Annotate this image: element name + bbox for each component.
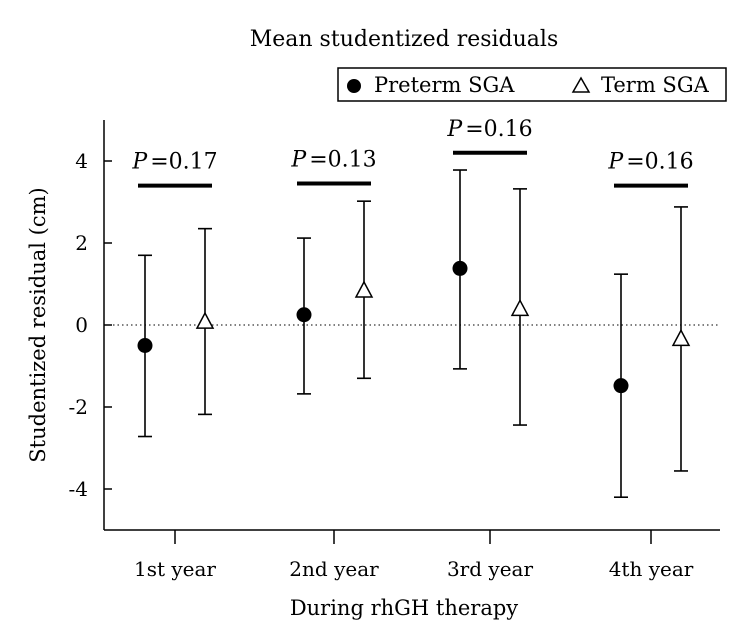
y-tick-label: 4 xyxy=(75,149,88,173)
x-axis-label: During rhGH therapy xyxy=(290,596,518,620)
preterm-sga-point xyxy=(452,260,468,276)
x-tick-label: 2nd year xyxy=(289,557,379,581)
x-tick-label: 3rd year xyxy=(447,557,534,581)
p-value-label: P =0.17 xyxy=(131,150,217,175)
legend-label-term: Term SGA xyxy=(601,73,710,97)
data-marks xyxy=(137,169,691,499)
legend-label-preterm: Preterm SGA xyxy=(374,73,515,97)
y-tick-label: 2 xyxy=(75,231,88,255)
y-ticks: 4 2 0 -2 -4 xyxy=(69,149,112,501)
term-sga-point xyxy=(510,298,530,317)
term-sga-point xyxy=(354,280,374,298)
chart-title: Mean studentized residuals xyxy=(250,27,559,52)
legend-marker-term xyxy=(571,76,591,93)
p-value-annotations: P =0.17 P =0.13 P =0.16 P =0.16 xyxy=(131,117,694,188)
legend-marker-preterm xyxy=(347,79,361,93)
legend: Preterm SGA Term SGA xyxy=(337,67,727,102)
y-axis-label: Studentized residual (cm) xyxy=(26,187,50,462)
y-tick-label: 0 xyxy=(75,313,88,337)
x-ticks: 1st year 2nd year 3rd year 4th year xyxy=(134,530,694,581)
preterm-sga-point xyxy=(137,338,153,353)
term-sga-point xyxy=(671,328,691,347)
y-tick-label: -2 xyxy=(69,395,88,419)
legend-box xyxy=(337,67,727,102)
y-tick-label: -4 xyxy=(69,477,88,501)
preterm-sga-point xyxy=(296,307,312,323)
preterm-sga-point xyxy=(613,378,629,394)
x-tick-label: 4th year xyxy=(609,557,694,581)
term-sga-point xyxy=(195,311,215,329)
p-value-label: P =0.16 xyxy=(446,117,532,142)
x-tick-label: 1st year xyxy=(134,557,216,581)
p-value-label: P =0.13 xyxy=(290,148,376,173)
p-value-label: P =0.16 xyxy=(607,150,693,175)
